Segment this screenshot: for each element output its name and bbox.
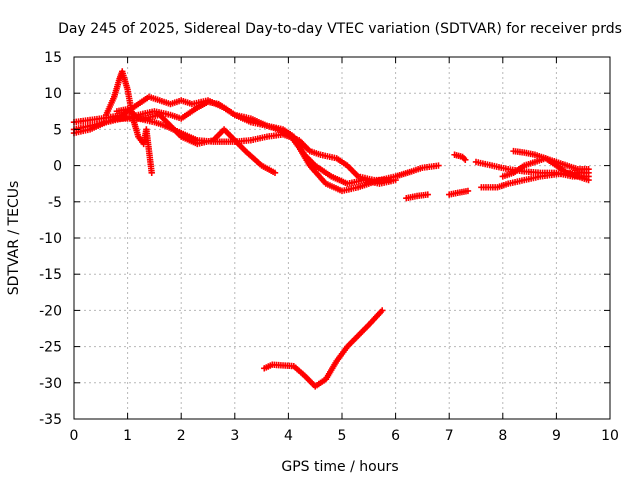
x-axis-title: GPS time / hours [281, 459, 398, 475]
series-track-g [451, 151, 469, 164]
series-track-l [261, 307, 386, 390]
y-tick-label: -20 [39, 303, 62, 319]
x-tick-label: 6 [391, 428, 400, 444]
y-tick-label: -35 [39, 412, 62, 428]
axis-layer: 0 1 2 3 4 5 6 7 8 9 10 15 10 5 0 -5 -10 -15 -20 -25 -30 -35 [39, 50, 619, 444]
y-tick-label: 15 [44, 50, 62, 66]
x-tick-label: 9 [552, 428, 561, 444]
x-tick-label: 8 [498, 428, 507, 444]
data-point [271, 169, 279, 177]
y-tick-label: -10 [39, 231, 62, 247]
data-point [585, 176, 592, 184]
y-tick-label: -30 [39, 376, 62, 392]
x-tick-label: 4 [284, 428, 293, 444]
data-point [387, 176, 394, 184]
data-point [464, 187, 472, 195]
y-tick-label: -15 [39, 267, 62, 283]
data-point [379, 307, 386, 314]
x-tick-label: 1 [123, 428, 132, 444]
x-tick-label: 0 [70, 428, 79, 444]
data-point [585, 166, 592, 173]
x-tick-label: 5 [338, 428, 347, 444]
x-tick-label: 2 [177, 428, 186, 444]
x-tick-label: 7 [445, 428, 454, 444]
y-axis-title: SDTVAR / TECUs [6, 181, 22, 296]
y-tick-label: -25 [39, 340, 62, 356]
data-layer [70, 68, 592, 390]
data-point [435, 162, 442, 169]
x-tick-label: 3 [230, 428, 239, 444]
data-point [462, 156, 469, 164]
chart-title: Day 245 of 2025, Sidereal Day-to-day VTE… [58, 21, 622, 37]
y-tick-label: 0 [53, 159, 62, 175]
data-point [424, 191, 431, 198]
series-track-e [403, 191, 431, 202]
series-track-f [446, 187, 472, 198]
y-tick-label: 10 [44, 86, 62, 102]
x-tick-label: 10 [601, 428, 619, 444]
series-spike [102, 68, 155, 177]
series-track-k [510, 147, 592, 184]
data-point [392, 176, 399, 184]
data-point [148, 169, 155, 177]
y-tick-label: 5 [53, 122, 62, 138]
y-tick-label: -5 [48, 195, 62, 211]
